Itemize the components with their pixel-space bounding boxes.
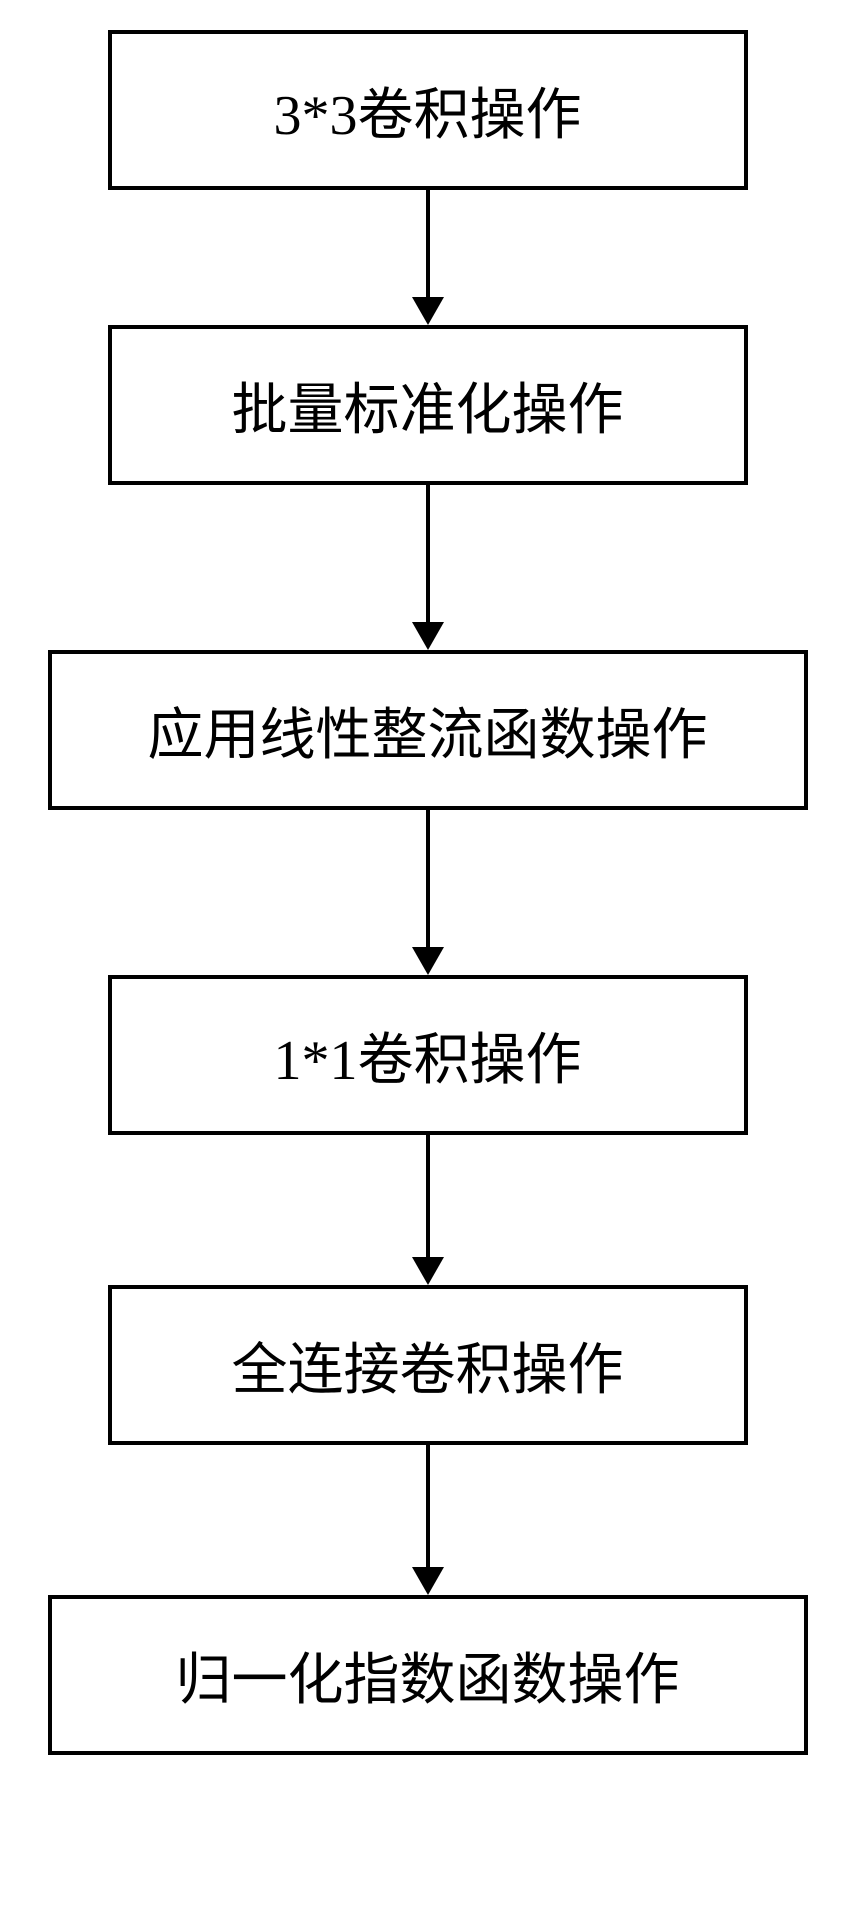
- node-label: 归一化指数函数操作: [176, 1635, 680, 1716]
- arrow-fullyconnected-to-softmax: [412, 1445, 444, 1595]
- arrow-line: [426, 1135, 430, 1257]
- arrow-line: [426, 810, 430, 947]
- flowchart-node-conv3x3: 3*3卷积操作: [108, 30, 748, 190]
- arrow-line: [426, 485, 430, 622]
- arrow-line: [426, 190, 430, 297]
- arrow-conv1x1-to-fullyconnected: [412, 1135, 444, 1285]
- arrow-head-icon: [412, 1567, 444, 1595]
- flowchart-node-relu: 应用线性整流函数操作: [48, 650, 808, 810]
- node-label: 批量标准化操作: [232, 365, 624, 446]
- arrow-line: [426, 1445, 430, 1567]
- flowchart-node-batchnorm: 批量标准化操作: [108, 325, 748, 485]
- node-label: 1*1卷积操作: [274, 1015, 582, 1096]
- node-label: 应用线性整流函数操作: [148, 690, 708, 771]
- node-label: 全连接卷积操作: [232, 1325, 624, 1406]
- arrow-head-icon: [412, 622, 444, 650]
- flowchart-container: 3*3卷积操作批量标准化操作应用线性整流函数操作 1*1卷积操作全连接卷积操作归一…: [0, 0, 855, 1755]
- arrow-conv3x3-to-batchnorm: [412, 190, 444, 325]
- flowchart-node-fullyconnected: 全连接卷积操作: [108, 1285, 748, 1445]
- arrow-head-icon: [412, 297, 444, 325]
- arrow-relu-to-conv1x1: [412, 810, 444, 975]
- node-label: 3*3卷积操作: [274, 70, 582, 151]
- flowchart-node-conv1x1: 1*1卷积操作: [108, 975, 748, 1135]
- flowchart-node-softmax: 归一化指数函数操作: [48, 1595, 808, 1755]
- arrow-head-icon: [412, 947, 444, 975]
- arrow-batchnorm-to-relu: [412, 485, 444, 650]
- arrow-head-icon: [412, 1257, 444, 1285]
